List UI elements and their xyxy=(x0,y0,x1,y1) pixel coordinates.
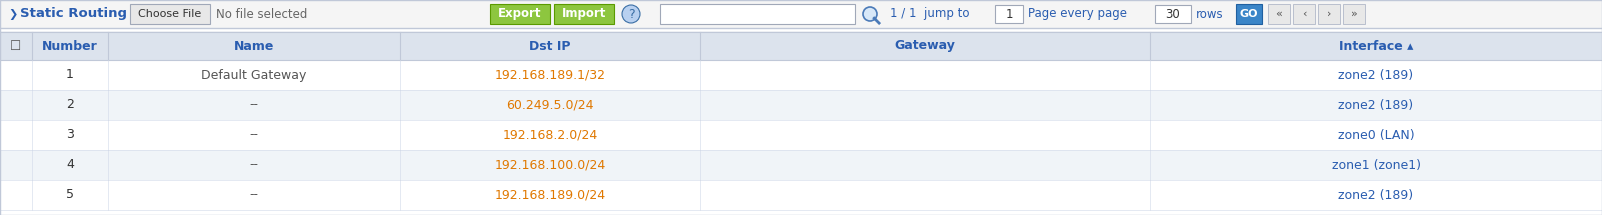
Text: 192.168.189.1/32: 192.168.189.1/32 xyxy=(495,69,606,81)
Text: 192.168.189.0/24: 192.168.189.0/24 xyxy=(495,189,606,201)
Text: GO: GO xyxy=(1240,9,1258,19)
Text: 1: 1 xyxy=(1004,8,1012,20)
Text: --: -- xyxy=(250,98,258,112)
Bar xyxy=(1293,4,1315,24)
Circle shape xyxy=(863,7,876,21)
Text: --: -- xyxy=(250,129,258,141)
Bar xyxy=(0,32,1602,60)
Bar xyxy=(660,4,855,24)
Text: Default Gateway: Default Gateway xyxy=(202,69,306,81)
Text: Gateway: Gateway xyxy=(894,40,955,52)
Text: 60.249.5.0/24: 60.249.5.0/24 xyxy=(506,98,594,112)
Text: 4: 4 xyxy=(66,158,74,172)
Text: Export: Export xyxy=(498,8,541,20)
Bar xyxy=(0,90,1602,120)
Text: zone2 (189): zone2 (189) xyxy=(1338,69,1413,81)
Text: Dst IP: Dst IP xyxy=(529,40,570,52)
Bar xyxy=(1318,4,1339,24)
Text: No file selected: No file selected xyxy=(216,8,308,20)
Text: zone2 (189): zone2 (189) xyxy=(1338,98,1413,112)
Bar xyxy=(0,0,1602,28)
Text: 5: 5 xyxy=(66,189,74,201)
Text: ❯: ❯ xyxy=(8,9,18,20)
Bar xyxy=(554,4,614,24)
Text: Interface ▴: Interface ▴ xyxy=(1339,40,1413,52)
Bar xyxy=(1269,4,1290,24)
Text: --: -- xyxy=(250,158,258,172)
Text: «: « xyxy=(1275,9,1283,19)
Text: Page every page: Page every page xyxy=(1028,8,1126,20)
Bar xyxy=(0,120,1602,150)
Bar xyxy=(490,4,549,24)
Text: --: -- xyxy=(250,189,258,201)
Bar xyxy=(995,5,1024,23)
Bar xyxy=(1342,4,1365,24)
Bar xyxy=(0,60,1602,90)
Bar xyxy=(130,4,210,24)
Text: zone1 (zone1): zone1 (zone1) xyxy=(1331,158,1421,172)
Text: ?: ? xyxy=(628,8,634,20)
Text: 30: 30 xyxy=(1166,8,1181,20)
Text: ›: › xyxy=(1326,9,1331,19)
Text: 192.168.2.0/24: 192.168.2.0/24 xyxy=(503,129,598,141)
Text: 192.168.100.0/24: 192.168.100.0/24 xyxy=(495,158,606,172)
Text: Number: Number xyxy=(42,40,98,52)
Text: 1 / 1  jump to: 1 / 1 jump to xyxy=(891,8,969,20)
Text: zone0 (LAN): zone0 (LAN) xyxy=(1338,129,1415,141)
Text: rows: rows xyxy=(1197,8,1224,20)
Text: Import: Import xyxy=(562,8,606,20)
Text: Choose File: Choose File xyxy=(138,9,202,19)
Bar xyxy=(0,150,1602,180)
Text: 1: 1 xyxy=(66,69,74,81)
Circle shape xyxy=(622,5,641,23)
Bar xyxy=(1237,4,1262,24)
Text: »: » xyxy=(1350,9,1357,19)
Text: 2: 2 xyxy=(66,98,74,112)
Text: ‹: ‹ xyxy=(1302,9,1306,19)
Text: ☐: ☐ xyxy=(10,40,21,52)
Text: 3: 3 xyxy=(66,129,74,141)
Bar xyxy=(1155,5,1190,23)
Text: Name: Name xyxy=(234,40,274,52)
Bar xyxy=(0,180,1602,210)
Text: zone2 (189): zone2 (189) xyxy=(1338,189,1413,201)
Text: Static Routing: Static Routing xyxy=(19,8,127,20)
